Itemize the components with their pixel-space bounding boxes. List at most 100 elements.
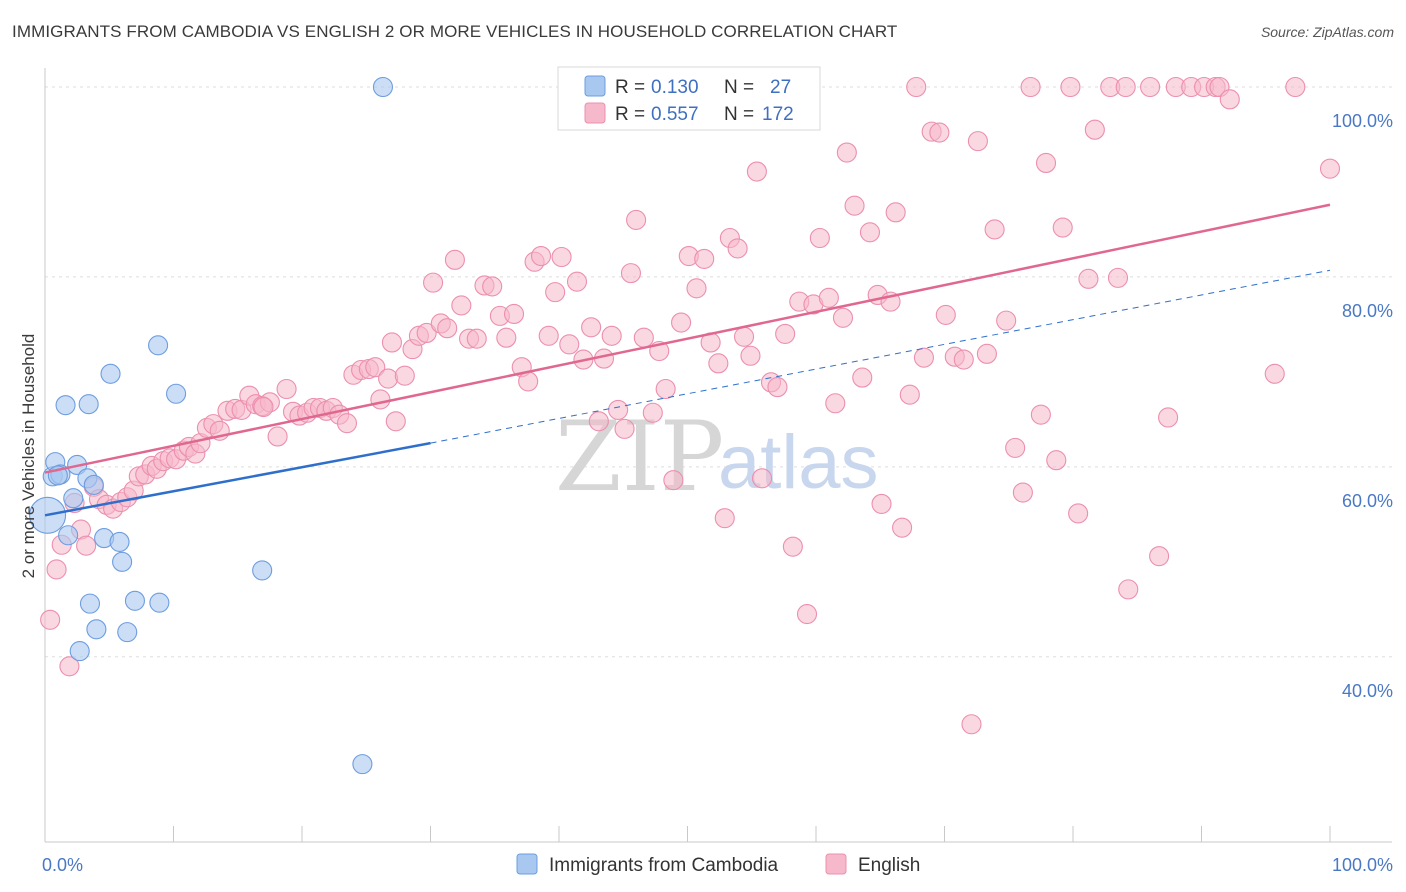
english-point xyxy=(976,343,997,364)
cambodia-point xyxy=(69,641,90,662)
english-point xyxy=(608,399,629,420)
english-point xyxy=(538,325,559,346)
english-point xyxy=(253,396,274,418)
english-point xyxy=(518,371,539,392)
english-point xyxy=(782,536,803,557)
english-point xyxy=(46,559,67,580)
cambodia-point xyxy=(78,394,99,415)
cambodia-point xyxy=(124,590,145,611)
legend-n-value-cambodia: 27 xyxy=(770,77,791,98)
cambodia-point xyxy=(252,560,273,581)
gridlines xyxy=(45,86,1392,658)
english-point xyxy=(733,326,755,347)
english-point xyxy=(767,377,788,398)
english-point xyxy=(466,328,487,349)
english-point xyxy=(588,411,609,432)
watermark-atlas: atlas xyxy=(718,420,879,505)
english-point xyxy=(378,368,399,389)
chart-title: IMMIGRANTS FROM CAMBODIA VS ENGLISH 2 OR… xyxy=(12,22,898,41)
english-point xyxy=(751,468,773,489)
english-point xyxy=(871,493,892,514)
cambodia-trend-line xyxy=(44,441,431,517)
english-point xyxy=(852,367,873,388)
english-point xyxy=(906,76,927,98)
cambodia-point xyxy=(79,593,101,614)
english-point xyxy=(1115,76,1136,98)
cambodia-point xyxy=(372,76,394,98)
english-point xyxy=(825,393,846,414)
cambodia-point xyxy=(112,551,133,572)
cambodia-point xyxy=(100,363,121,384)
english-point xyxy=(1052,217,1073,238)
english-point xyxy=(671,312,692,333)
english-point xyxy=(1118,579,1139,600)
english-point xyxy=(451,295,472,316)
english-point xyxy=(913,347,934,368)
english-point xyxy=(1046,450,1067,471)
english-point xyxy=(935,304,956,325)
english-point xyxy=(482,276,503,297)
english-point xyxy=(620,263,642,284)
series-legend: Immigrants from Cambodia English xyxy=(516,853,920,876)
english-point xyxy=(530,245,552,267)
english-point xyxy=(708,353,729,374)
english-point xyxy=(727,238,748,259)
english-point xyxy=(267,426,288,447)
y-axis-title: 2 or more Vehicles in Household xyxy=(19,334,38,579)
english-point xyxy=(859,222,881,243)
english-point xyxy=(76,535,97,556)
english-point xyxy=(40,609,61,630)
english-point xyxy=(809,227,830,249)
bottom-legend-swatch-english xyxy=(825,853,847,875)
english-point xyxy=(423,272,444,293)
english-point xyxy=(984,219,1005,240)
english-point xyxy=(1035,152,1057,174)
x-tick-label: 0.0% xyxy=(42,855,83,875)
english-point xyxy=(740,345,761,366)
english-point xyxy=(437,318,458,339)
english-point xyxy=(844,195,865,216)
y-tick-label: 60.0% xyxy=(1342,491,1393,511)
english-point xyxy=(581,317,602,338)
legend-n-label-cambodia: N = xyxy=(724,77,754,98)
legend-r-label-english: R = xyxy=(615,104,645,125)
english-point xyxy=(1158,407,1179,428)
y-tick-label: 100.0% xyxy=(1332,111,1393,131)
english-point xyxy=(832,307,854,328)
english-point xyxy=(642,402,663,423)
english-point xyxy=(899,384,920,405)
trendlines xyxy=(44,203,1331,517)
watermark-zip: ZIP xyxy=(555,401,724,513)
english-point xyxy=(394,365,415,386)
english-point xyxy=(1285,76,1306,98)
english-point xyxy=(953,349,974,370)
legend-r-label-cambodia: R = xyxy=(615,77,645,98)
english-points xyxy=(40,76,1341,735)
cambodia-point xyxy=(86,619,107,640)
english-point xyxy=(503,303,525,325)
english-trend-line xyxy=(44,203,1331,474)
english-point xyxy=(892,517,913,538)
english-point xyxy=(59,656,80,677)
bottom-legend-swatch-cambodia xyxy=(516,853,538,875)
english-point xyxy=(601,325,622,346)
english-point xyxy=(1060,76,1081,98)
cambodia-point xyxy=(149,592,170,613)
x-tick-label: 100.0% xyxy=(1332,855,1393,875)
english-point xyxy=(1030,404,1051,425)
english-point xyxy=(444,249,465,270)
english-point xyxy=(655,378,676,400)
english-point xyxy=(929,122,950,143)
tick-labels: 40.0% 60.0% 80.0% 100.0% 0.0% 100.0% xyxy=(42,111,1393,875)
english-point xyxy=(365,357,386,378)
english-point xyxy=(961,714,982,735)
english-point xyxy=(694,248,715,269)
english-point xyxy=(836,142,857,163)
source-credit: Source: ZipAtlas.com xyxy=(1260,24,1394,40)
watermark: ZIP atlas xyxy=(555,401,879,513)
english-point xyxy=(1012,482,1033,503)
stats-legend: R = 0.130 N = 27 R = 0.557 N = 172 xyxy=(557,66,821,131)
english-point xyxy=(967,131,988,152)
english-point xyxy=(566,271,588,292)
